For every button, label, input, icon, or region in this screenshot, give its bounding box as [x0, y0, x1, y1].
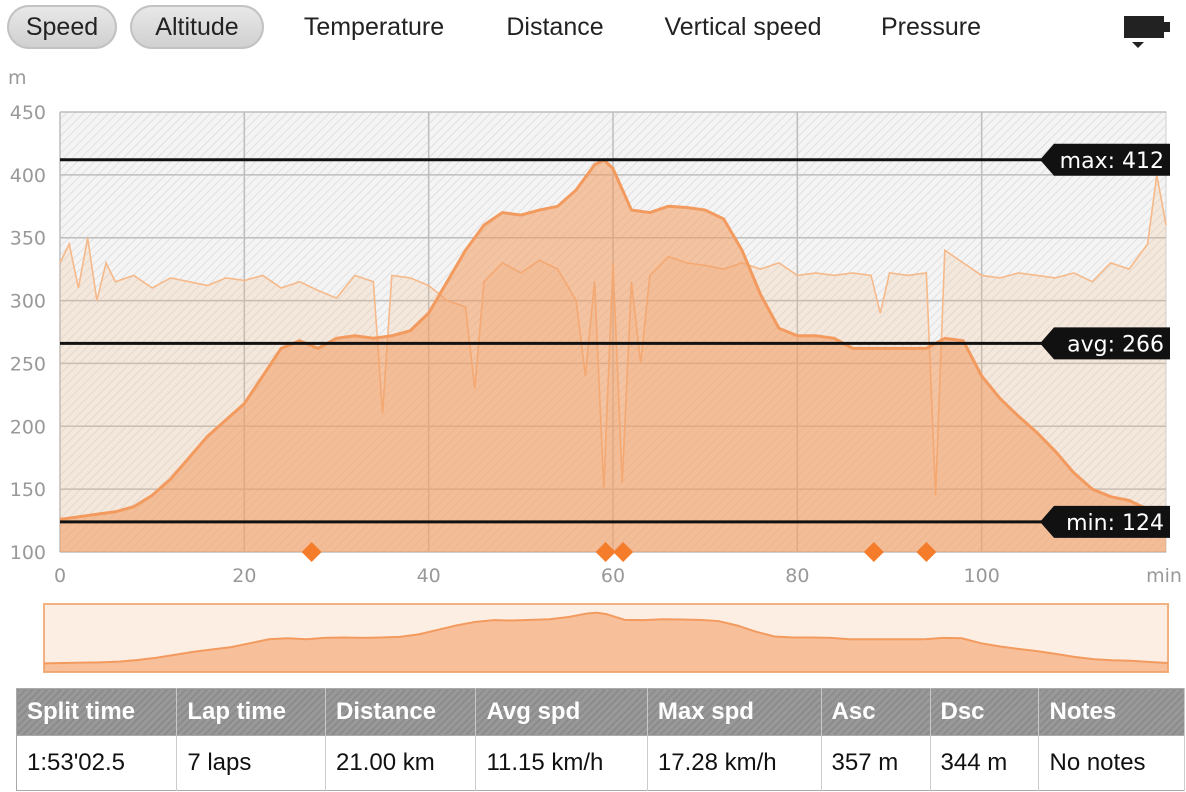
cell-max-speed: 17.28 km/h	[647, 735, 822, 791]
ref-tag-2	[1040, 505, 1170, 538]
battery-icon[interactable]	[1118, 10, 1180, 50]
ref-label-0: max: 412	[1060, 149, 1164, 174]
overview-area	[44, 612, 1168, 672]
ref-label-1: avg: 266	[1067, 332, 1164, 357]
overview-line	[43, 611, 1169, 665]
lap-summary-table: Split time Lap time Distance Avg spd Max…	[16, 688, 1185, 791]
axis-labels: 100 150 200 250 300 350 400 450 0 20 40 60 80 100 min m	[8, 67, 1182, 587]
lap-marker-4	[916, 542, 937, 562]
x-tick-label: 20	[232, 565, 256, 587]
cell-avg-speed: 11.15 km/h	[475, 735, 648, 791]
y-tick-label: 200	[10, 416, 46, 438]
lap-marker-3	[863, 542, 884, 562]
col-lap-time[interactable]: Lap time	[176, 688, 327, 736]
altitude-series-line	[59, 157, 1167, 521]
x-tick-label: 60	[601, 565, 625, 587]
tab-vertical-speed[interactable]: Vertical speed	[664, 13, 822, 41]
y-tick-label: 250	[10, 353, 46, 375]
col-avg-speed[interactable]: Avg spd	[475, 688, 648, 736]
col-distance[interactable]: Distance	[325, 688, 477, 736]
tab-pressure[interactable]: Pressure	[880, 13, 982, 41]
x-tick-label: 80	[785, 565, 809, 587]
tab-altitude[interactable]: Altitude	[130, 5, 264, 49]
y-tick-label: 300	[10, 291, 46, 313]
col-max-speed[interactable]: Max spd	[647, 688, 822, 736]
lap-marker-2	[613, 542, 634, 562]
chart-tab-bar: Speed Altitude Temperature Distance Vert…	[0, 0, 1186, 56]
table-header-row: Split time Lap time Distance Avg spd Max…	[16, 688, 1185, 736]
col-notes[interactable]: Notes	[1038, 688, 1185, 736]
cell-lap-time: 7 laps	[176, 735, 327, 791]
cell-descent: 344 m	[930, 735, 1040, 791]
cell-split-time: 1:53'02.5	[16, 735, 178, 791]
lap-marker-1	[595, 542, 616, 562]
y-tick-label: 100	[10, 542, 46, 564]
y-tick-label: 400	[10, 165, 46, 187]
y-tick-label: 450	[10, 102, 46, 124]
x-tick-label: 100	[964, 565, 1000, 587]
x-tick-label: 0	[54, 565, 66, 587]
y-axis-unit: m	[8, 67, 27, 89]
x-axis-unit: min	[1146, 565, 1182, 587]
lap-marker-0	[301, 542, 322, 562]
tab-temperature[interactable]: Temperature	[303, 13, 445, 41]
tab-speed[interactable]: Speed	[7, 5, 117, 49]
y-tick-label: 350	[10, 228, 46, 250]
tab-distance[interactable]: Distance	[506, 13, 604, 41]
table-row[interactable]: 1:53'02.5 7 laps 21.00 km 11.15 km/h 17.…	[16, 735, 1185, 791]
col-split-time[interactable]: Split time	[16, 688, 178, 736]
cell-distance: 21.00 km	[325, 735, 477, 791]
ref-label-2: min: 124	[1066, 511, 1164, 536]
x-tick-label: 40	[417, 565, 441, 587]
cell-notes: No notes	[1038, 735, 1185, 791]
lap-markers	[301, 542, 937, 562]
cell-ascent: 357 m	[821, 735, 931, 791]
ref-tag-0	[1040, 143, 1170, 176]
ref-tag-1	[1040, 327, 1170, 360]
overview-minimap[interactable]	[43, 603, 1169, 673]
reference-lines: max: 412 avg: 266 min: 124	[60, 143, 1170, 538]
col-ascent[interactable]: Asc	[821, 688, 931, 736]
altitude-area	[60, 159, 1166, 552]
col-descent[interactable]: Dsc	[930, 688, 1040, 736]
series-layer	[59, 157, 1167, 552]
y-tick-label: 150	[10, 479, 46, 501]
